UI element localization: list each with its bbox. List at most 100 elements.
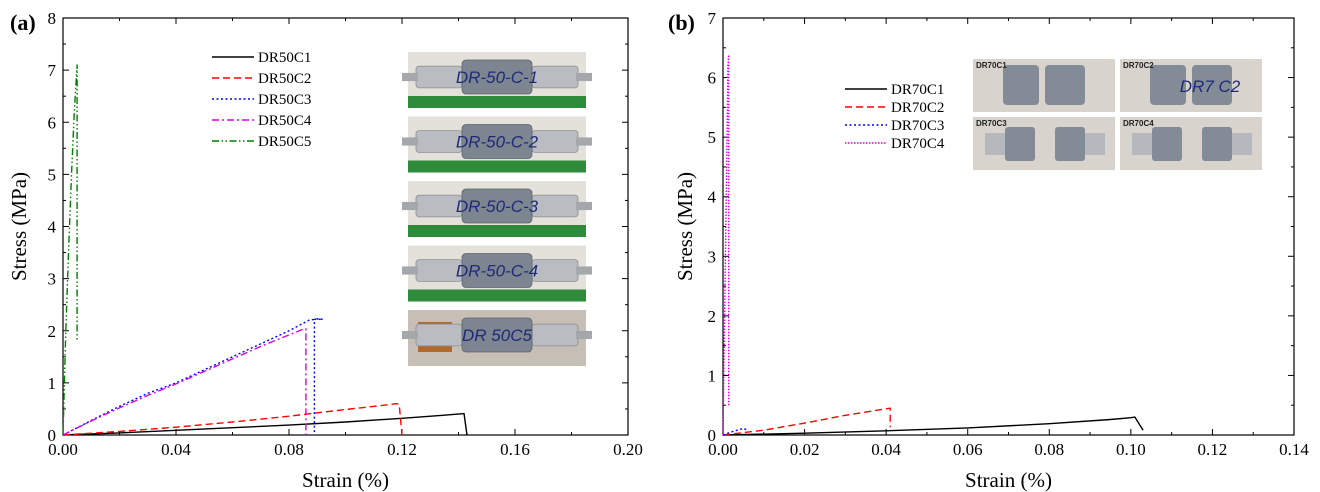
steel-pin-right [576, 266, 592, 275]
steel-cap-right [1232, 133, 1252, 155]
x-axis-title: Strain (%) [965, 468, 1052, 492]
specimen-photo-b-1: DR70C1 [973, 59, 1115, 112]
x-tick-label: 0.10 [1116, 440, 1146, 459]
x-tick-label: 0.20 [613, 440, 643, 459]
cutting-mat-strip [408, 225, 586, 237]
x-tick-label: 0.16 [500, 440, 530, 459]
series-line-dr50c3 [62, 318, 324, 436]
specimen [402, 317, 592, 353]
legend-label-dr50c2: DR50C2 [258, 71, 311, 87]
photo-corner-label: DR70C3 [976, 119, 1007, 128]
x-tick-label: 0.08 [1034, 440, 1064, 459]
series-line-dr50c5 [62, 64, 78, 436]
series-line-dr70c4 [722, 54, 730, 436]
y-tick-label: 3 [708, 247, 717, 266]
photo-corner-label: DR70C4 [1123, 119, 1154, 128]
rock-half-right [1045, 65, 1085, 105]
y-tick-label: 0 [48, 426, 57, 445]
specimen-photo-b-2: DR70C2 DR7 C2 [1120, 59, 1262, 112]
steel-cap-left [1132, 133, 1152, 155]
specimen [402, 59, 592, 95]
cutting-mat-strip [408, 289, 586, 302]
specimen-handwriting: DR-50-C-1 [456, 68, 538, 87]
x-tick-label: 0.00 [48, 440, 78, 459]
y-tick-label: 1 [48, 374, 57, 393]
rock-cylinder [461, 253, 533, 288]
steel-cap-right [531, 65, 579, 89]
y-tick-label: 5 [708, 128, 717, 147]
specimen-handwriting: DR7 C2 [1180, 77, 1241, 96]
series-line-dr70c3 [722, 427, 748, 436]
y-tick-label: 4 [48, 218, 57, 237]
x-tick-label: 0.08 [274, 440, 304, 459]
specimen [402, 124, 592, 159]
legend-label-dr70c4: DR70C4 [891, 136, 945, 152]
x-tick-label: 0.06 [953, 440, 983, 459]
panel-label: (a) [10, 10, 36, 35]
legend-label-dr70c3: DR70C3 [891, 118, 944, 134]
x-axis-title: Strain (%) [302, 468, 389, 492]
rock-half-right [1192, 65, 1232, 105]
specimen [402, 188, 592, 224]
steel-cap-right [531, 130, 579, 153]
specimen-photo-a-3: DR-50-C-3 [402, 181, 592, 237]
steel-cap-right [531, 194, 579, 218]
series-line-dr70c2 [722, 407, 891, 436]
y-tick-label: 1 [708, 366, 717, 385]
rock-half-right [1055, 127, 1085, 161]
cutting-mat-strip [408, 160, 586, 173]
photo-background [1120, 59, 1262, 112]
specimen-photo-a-5: DR 50C5 [402, 310, 592, 366]
specimen-photo-a-4: DR-50-C-4 [402, 245, 592, 302]
steel-cap-right [1085, 133, 1105, 155]
specimen-handwriting: DR-50-C-3 [456, 197, 539, 216]
y-axis-title: Stress (MPa) [673, 172, 697, 281]
cutting-mat-strip [408, 96, 586, 108]
y-tick-label: 4 [708, 188, 717, 207]
rock-half-left [1150, 65, 1186, 105]
rock-cylinder [461, 317, 533, 353]
y-tick-label: 8 [48, 9, 57, 28]
steel-pin-left [402, 137, 418, 146]
photo-corner-label: DR70C2 [1123, 61, 1154, 70]
series-line-dr70c1 [722, 416, 1144, 436]
x-tick-label: 0.00 [708, 440, 738, 459]
rock-half-left [1152, 127, 1182, 161]
photo-background [973, 59, 1115, 112]
steel-pin-left [402, 72, 418, 82]
series-line-dr50c4 [62, 328, 307, 436]
steel-pin-right [576, 330, 592, 340]
rock-cylinder [461, 188, 533, 224]
legend-label-dr50c5: DR50C5 [258, 134, 311, 150]
legend-label-dr50c3: DR50C3 [258, 92, 311, 108]
steel-cap-left [985, 133, 1005, 155]
legend-label-dr50c1: DR50C1 [258, 50, 311, 66]
specimen-photo-a-1: DR-50-C-1 [402, 52, 592, 108]
y-tick-label: 7 [48, 61, 57, 80]
series-line-dr50c1 [62, 412, 468, 436]
steel-cap-right [531, 323, 579, 347]
chart-panel-a: 0.00 0.04 0.08 0.12 0.16 0.20 0 1 2 3 4 5 6 7 8 Strain … [7, 9, 643, 492]
steel-pin-left [402, 266, 418, 275]
chart-panel-b: 0.00 0.02 0.04 0.06 0.08 0.10 0.12 0.14 0 1 2 3 4 5 6 7… [668, 9, 1309, 492]
y-tick-label: 2 [708, 307, 717, 326]
specimen [402, 253, 592, 288]
y-axis-title: Stress (MPa) [7, 172, 31, 281]
rock-half-left [1005, 127, 1035, 161]
legend-label-dr70c2: DR70C2 [891, 100, 944, 116]
legend-label-dr50c4: DR50C4 [258, 113, 312, 129]
steel-pin-right [576, 201, 592, 211]
x-tick-label: 0.14 [1279, 440, 1309, 459]
legend-label-dr70c1: DR70C1 [891, 82, 944, 98]
steel-pin-right [576, 72, 592, 82]
specimen-handwriting: DR-50-C-2 [456, 133, 539, 152]
x-tick-label: 0.04 [161, 440, 191, 459]
rock-half-left [1003, 65, 1039, 105]
steel-cap-left [415, 323, 463, 347]
x-tick-label: 0.04 [871, 440, 901, 459]
rock-half-right [1202, 127, 1232, 161]
x-tick-label: 0.02 [790, 440, 820, 459]
rock-cylinder [461, 59, 533, 95]
y-tick-label: 7 [708, 9, 717, 28]
